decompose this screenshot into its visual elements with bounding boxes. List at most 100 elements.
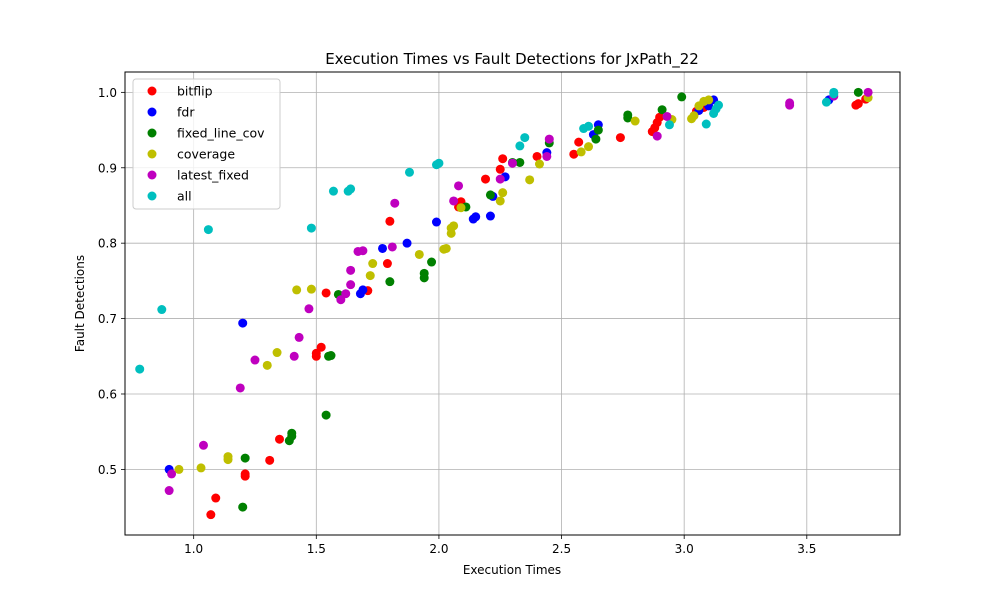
legend-marker-all <box>147 191 157 201</box>
point-all <box>328 186 338 196</box>
point-bitflip <box>615 133 625 143</box>
point-bitflip <box>853 99 863 109</box>
point-coverage <box>368 259 378 269</box>
point-fixed-line-cov <box>657 105 667 115</box>
series-latest-fixed <box>164 87 873 496</box>
legend-marker-coverage <box>147 149 157 159</box>
series-bitflip <box>206 94 871 520</box>
y-tick-label: 0.7 <box>98 312 117 326</box>
y-axis-ticks: 0.5 0.6 0.7 0.8 0.9 1.0 <box>98 86 125 477</box>
point-bitflip <box>240 469 250 479</box>
point-bitflip <box>311 348 321 358</box>
point-fixed-line-cov <box>853 87 863 97</box>
legend-marker-latest-fixed <box>147 170 157 180</box>
point-coverage <box>174 464 184 474</box>
x-tick-label: 3.0 <box>675 542 694 556</box>
point-fdr <box>238 318 248 328</box>
point-fixed-line-cov <box>287 428 297 438</box>
point-all <box>346 184 356 194</box>
legend-label-latest-fixed: latest_fixed <box>177 168 249 183</box>
legend-label-bitflip: bitflip <box>177 84 213 99</box>
point-bitflip <box>532 151 542 161</box>
point-all <box>404 167 414 177</box>
point-fdr <box>358 285 368 295</box>
chart-title: Execution Times vs Fault Detections for … <box>325 50 699 69</box>
legend-marker-fdr <box>147 107 157 117</box>
point-latest-fixed <box>164 486 174 496</box>
legend-label-coverage: coverage <box>177 147 235 162</box>
legend-label-fixed-line-cov: fixed_line_cov <box>177 126 265 141</box>
point-latest-fixed <box>235 383 245 393</box>
point-coverage <box>292 285 302 295</box>
legend-label-fdr: fdr <box>177 105 195 120</box>
point-all <box>829 87 839 97</box>
point-bitflip <box>481 174 491 184</box>
point-coverage <box>534 159 544 169</box>
point-latest-fixed <box>495 174 505 184</box>
point-latest-fixed <box>294 332 304 342</box>
point-coverage <box>306 284 316 294</box>
point-latest-fixed <box>542 151 552 161</box>
x-axis-label: Execution Times <box>463 563 561 577</box>
point-bitflip <box>385 216 395 226</box>
point-coverage <box>223 452 233 462</box>
point-coverage <box>525 175 535 185</box>
point-fdr <box>402 238 412 248</box>
point-latest-fixed <box>198 440 208 450</box>
point-fixed-line-cov <box>515 157 525 167</box>
point-coverage <box>441 243 451 253</box>
point-latest-fixed <box>785 98 795 108</box>
point-coverage <box>365 271 375 281</box>
point-all <box>157 305 167 315</box>
point-fdr <box>378 243 388 253</box>
point-fixed-line-cov <box>623 110 633 120</box>
x-tick-label: 3.5 <box>797 542 816 556</box>
legend-box <box>132 78 281 210</box>
legend-marker-bitflip <box>147 86 157 96</box>
point-coverage <box>630 116 640 126</box>
point-coverage <box>498 188 508 198</box>
legend-marker-fixed-line-cov <box>147 128 157 138</box>
point-latest-fixed <box>390 198 400 208</box>
point-fixed-line-cov <box>591 134 601 144</box>
x-tick-label: 1.5 <box>307 542 326 556</box>
point-coverage <box>456 203 466 213</box>
point-fixed-line-cov <box>593 125 603 135</box>
x-tick-label: 2.5 <box>552 542 571 556</box>
y-tick-label: 1.0 <box>98 86 117 100</box>
point-coverage <box>414 249 424 259</box>
point-fixed-line-cov <box>419 268 429 278</box>
point-latest-fixed <box>346 280 356 290</box>
point-fixed-line-cov <box>321 410 331 420</box>
point-latest-fixed <box>508 158 517 168</box>
point-latest-fixed <box>863 87 873 97</box>
point-latest-fixed <box>454 181 464 191</box>
plot-frame <box>124 71 901 536</box>
series-coverage <box>174 93 873 474</box>
point-bitflip <box>655 112 665 122</box>
point-coverage <box>262 360 272 370</box>
point-fixed-line-cov <box>238 502 248 512</box>
point-latest-fixed <box>544 134 554 144</box>
point-coverage <box>272 348 282 358</box>
legend-label-all: all <box>177 189 192 204</box>
point-fdr <box>431 217 441 227</box>
y-tick-label: 0.5 <box>98 463 117 477</box>
point-latest-fixed <box>289 351 299 361</box>
point-fixed-line-cov <box>485 190 495 200</box>
y-tick-label: 0.6 <box>98 387 117 401</box>
point-bitflip <box>265 455 275 465</box>
legend: bitflip fdr fixed_line_cov coverage latest_f… <box>132 78 281 210</box>
point-fdr <box>485 211 495 221</box>
point-bitflip <box>275 434 285 444</box>
point-latest-fixed <box>167 469 177 479</box>
point-bitflip <box>495 164 505 174</box>
point-bitflip <box>569 149 579 159</box>
y-tick-label: 0.8 <box>98 237 117 251</box>
point-latest-fixed <box>662 111 672 121</box>
point-all <box>821 97 831 107</box>
grid <box>125 72 900 535</box>
point-bitflip <box>211 493 221 503</box>
point-all <box>515 141 525 151</box>
